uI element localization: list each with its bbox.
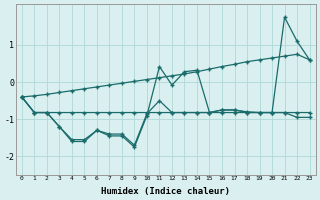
X-axis label: Humidex (Indice chaleur): Humidex (Indice chaleur)	[101, 187, 230, 196]
